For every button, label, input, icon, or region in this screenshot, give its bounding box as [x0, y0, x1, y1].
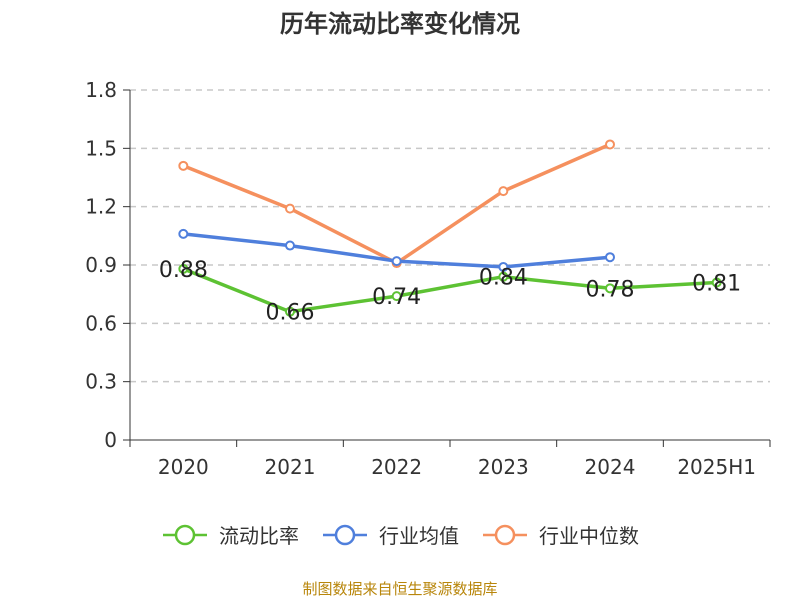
legend-label: 行业中位数: [539, 524, 639, 548]
y-tick-label: 0.3: [85, 370, 117, 394]
data-point: [285, 203, 295, 214]
data-label: 0.74: [372, 285, 421, 310]
source-note: 制图数据来自恒生聚源数据库: [302, 580, 498, 598]
data-point: [391, 291, 402, 302]
axes: 0 0.3 0.6 0.9 1.2 1.5 1.8 2020 2021 2022 2023 2024 2…: [85, 78, 771, 479]
data-label: 0.84: [479, 266, 528, 291]
data-label: 0.88: [159, 258, 208, 283]
x-tick-label: 2022: [371, 455, 422, 479]
legend-label: 流动比率: [219, 524, 299, 548]
x-tick-label: 2023: [478, 455, 529, 479]
data-point: [498, 186, 509, 197]
data-label: 0.81: [692, 272, 741, 297]
series-line-2: [181, 142, 612, 265]
data-point: [178, 263, 189, 274]
legend-label: 行业均值: [379, 524, 459, 548]
y-tick-label: 0.9: [85, 253, 117, 277]
data-point: [605, 283, 615, 294]
y-tick-label: 1.5: [85, 136, 117, 160]
series-line-0: [181, 267, 719, 314]
y-tick-label: 1.2: [85, 195, 117, 219]
data-point: [605, 139, 615, 150]
data-labels: 0.88 0.66 0.74 0.84 0.78 0.81: [159, 258, 741, 326]
legend-line-marker-icon: [163, 524, 207, 545]
x-tick-label: 2024: [585, 455, 636, 479]
legend-item[interactable]: 行业均值: [321, 520, 459, 549]
data-label: 0.78: [586, 277, 635, 302]
legend: 流动比率 行业均值 行业中位数: [0, 520, 800, 549]
legend-item[interactable]: 流动比率: [161, 520, 299, 549]
data-point: [178, 160, 189, 171]
data-point: [711, 277, 722, 288]
data-point: [178, 228, 189, 239]
chart-title: 历年流动比率变化情况: [280, 10, 520, 38]
x-tick-label: 2025H1: [677, 455, 756, 479]
x-tick-label: 2021: [265, 455, 316, 479]
legend-line-marker-icon: [483, 524, 527, 545]
y-tick-label: 0: [104, 428, 117, 452]
y-tick-label: 0.6: [85, 311, 117, 335]
data-point: [498, 261, 509, 272]
data-point: [285, 240, 295, 251]
legend-line-marker-icon: [323, 524, 367, 545]
data-point: [498, 271, 509, 282]
series-lines: [178, 139, 722, 317]
y-tick-label: 1.8: [85, 78, 117, 102]
data-point: [391, 256, 402, 267]
data-point: [285, 306, 295, 317]
legend-item[interactable]: 行业中位数: [481, 520, 639, 549]
data-point: [605, 252, 615, 263]
data-label: 0.66: [266, 301, 315, 326]
x-tick-label: 2020: [158, 455, 209, 479]
grid-lines: [130, 89, 770, 383]
